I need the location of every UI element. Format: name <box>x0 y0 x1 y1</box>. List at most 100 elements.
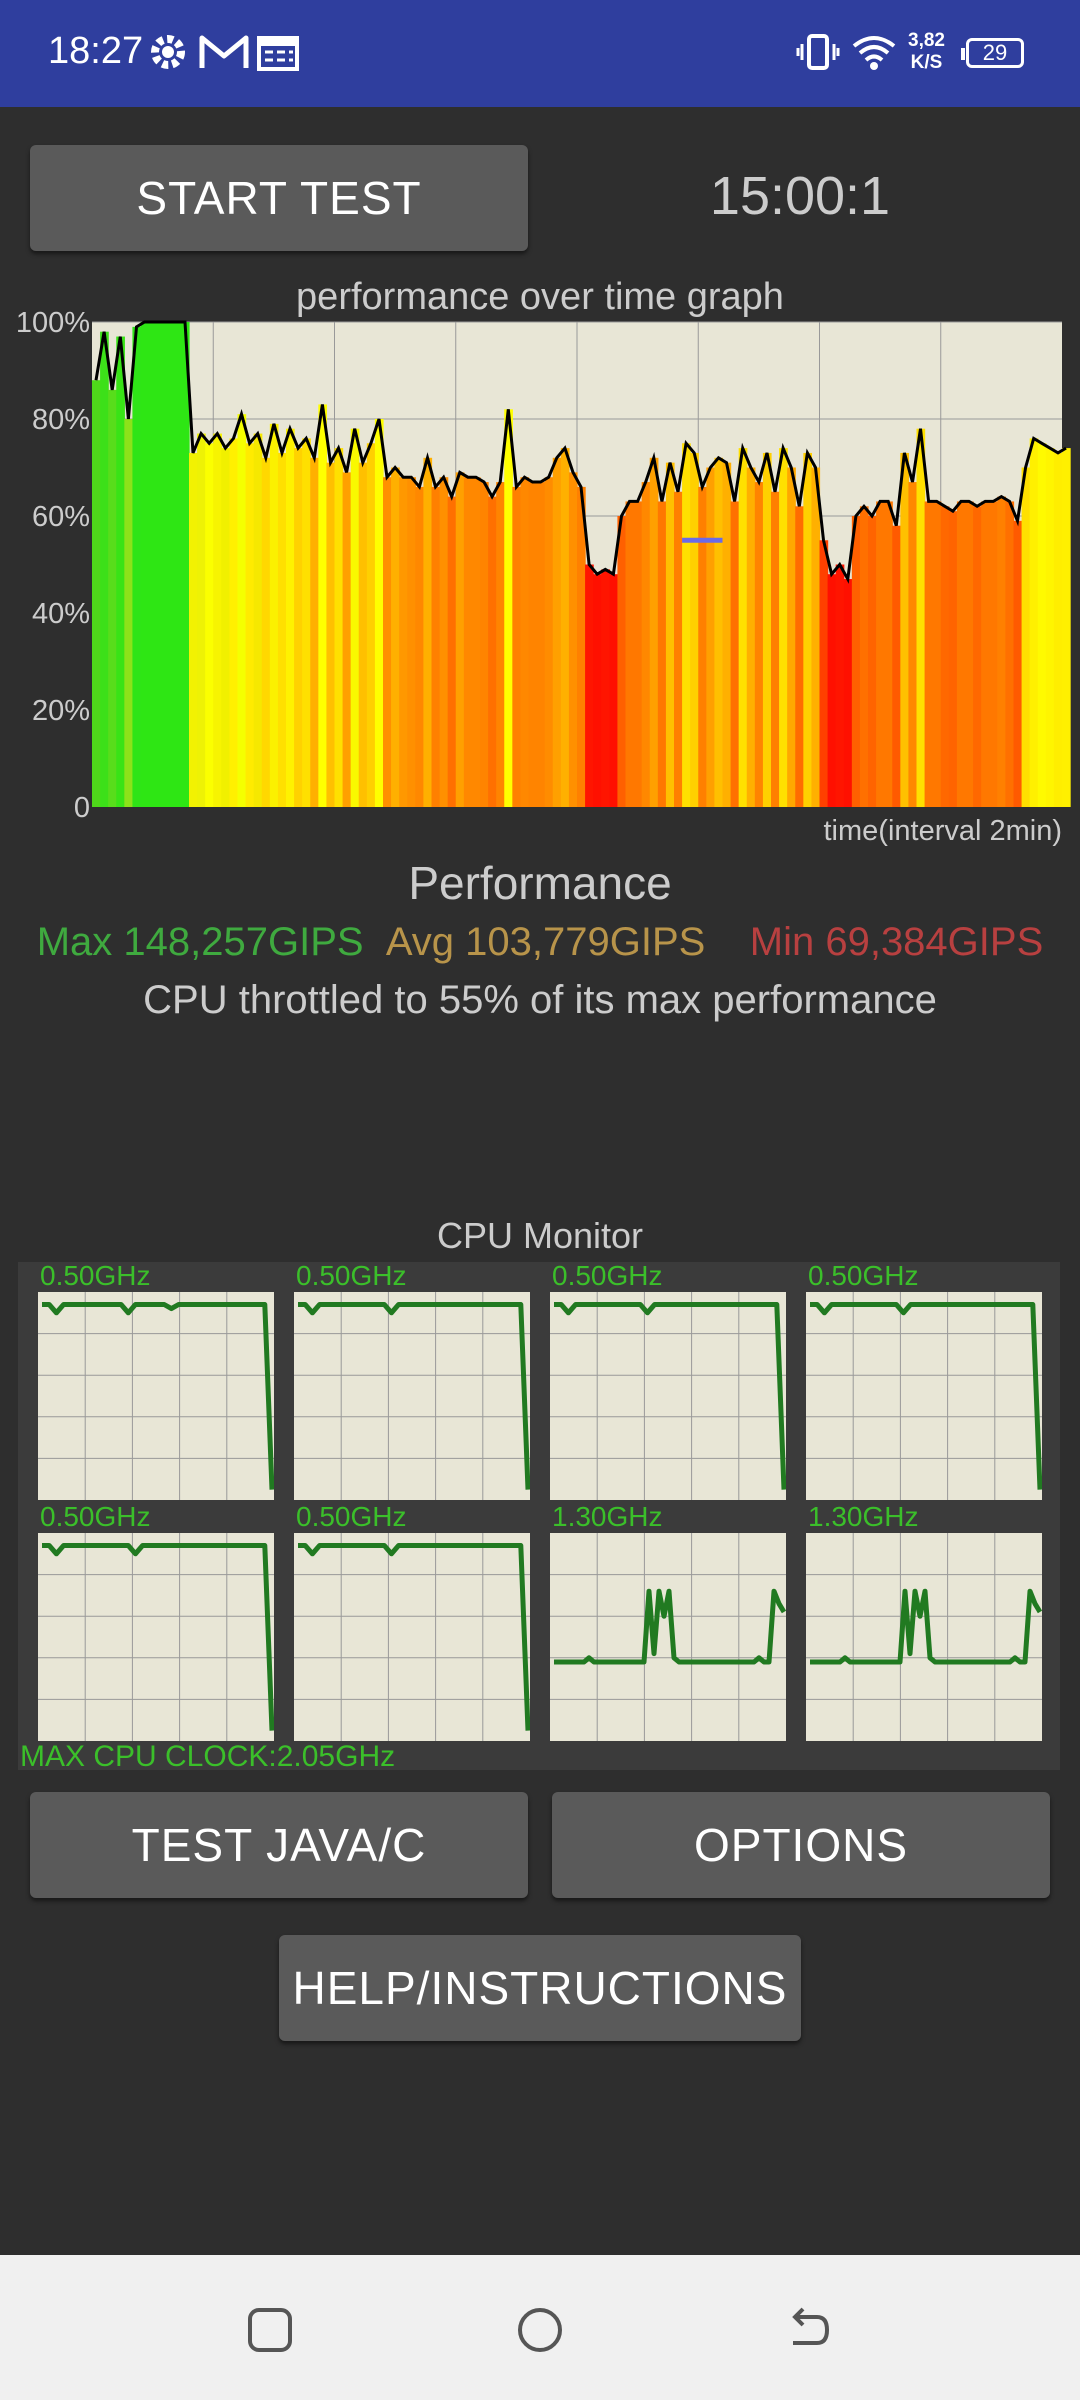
core-graph <box>38 1292 274 1500</box>
core-frequency-line <box>810 1302 1042 1490</box>
performance-bar <box>908 482 918 807</box>
network-speed-unit: K/S <box>910 52 943 73</box>
performance-bar <box>213 433 222 807</box>
performance-bar <box>690 452 699 807</box>
performance-bar <box>463 477 473 807</box>
core-frequency-label: 0.50GHz <box>552 1260 663 1291</box>
performance-bar <box>892 525 901 807</box>
help-instructions-button[interactable]: HELP/INSTRUCTIONS <box>279 1935 801 2041</box>
performance-bar <box>496 482 505 807</box>
home-icon[interactable] <box>515 2305 565 2355</box>
back-icon[interactable] <box>783 2305 833 2355</box>
performance-bar <box>762 452 772 807</box>
performance-bar <box>431 486 441 807</box>
performance-bar <box>884 501 893 807</box>
performance-bar <box>609 574 619 807</box>
performance-bar <box>237 414 247 807</box>
performance-bar <box>876 501 885 807</box>
performance-bar <box>1013 520 1023 807</box>
core-frequency-line <box>810 1588 1042 1665</box>
core-frequency-line <box>298 1543 530 1731</box>
performance-bar <box>746 467 756 807</box>
performance-bar <box>471 477 481 807</box>
vibrate-icon <box>796 34 840 70</box>
wifi-icon <box>852 36 896 70</box>
performance-bar <box>358 462 368 807</box>
performance-bar <box>843 579 853 807</box>
performance-bar <box>981 501 990 807</box>
test-java-c-button[interactable]: TEST JAVA/C <box>30 1792 528 1898</box>
start-test-button[interactable]: START TEST <box>30 145 528 251</box>
core-frequency-line <box>42 1543 274 1731</box>
performance-bar <box>407 477 416 807</box>
performance-heading: Performance <box>408 857 672 909</box>
performance-bar <box>779 448 788 807</box>
performance-bar <box>698 486 707 807</box>
performance-bar <box>229 438 239 807</box>
performance-bar <box>924 501 934 807</box>
performance-bar <box>197 433 206 807</box>
status-bar: 18:27 3,82 K/S 29 <box>0 0 1080 107</box>
performance-bar <box>205 443 214 807</box>
performance-bar <box>1062 448 1071 807</box>
performance-bar <box>803 452 813 807</box>
performance-bar <box>633 501 643 807</box>
core-graph-background <box>38 1292 274 1500</box>
performance-bar <box>835 564 845 807</box>
performance-bar <box>277 452 287 807</box>
performance-bar <box>722 462 732 807</box>
navigation-bar <box>0 2255 1080 2400</box>
core-frequency-label: 0.50GHz <box>40 1501 151 1532</box>
performance-bar <box>771 491 780 807</box>
performance-bar <box>1045 448 1055 807</box>
core-frequency-line <box>554 1588 786 1665</box>
performance-bar <box>706 467 716 807</box>
performance-bar <box>269 423 279 807</box>
performance-bar <box>1037 443 1047 807</box>
performance-bar <box>795 506 804 807</box>
core-graph <box>550 1533 786 1741</box>
performance-bar <box>1005 501 1015 807</box>
performance-bar <box>294 448 303 807</box>
core-graph-background <box>806 1292 1042 1500</box>
options-button[interactable]: OPTIONS <box>552 1792 1050 1898</box>
core-frequency-label: 0.50GHz <box>296 1260 407 1291</box>
performance-bar <box>302 438 311 807</box>
performance-bar <box>657 501 667 807</box>
min-gips: Min 69,384GIPS <box>749 920 1044 964</box>
performance-bar <box>1029 438 1039 807</box>
cpu-monitor-title: CPU Monitor <box>436 1215 644 1256</box>
core-graph <box>806 1292 1042 1500</box>
performance-bar <box>391 467 400 807</box>
performance-bar <box>326 462 336 807</box>
core-graph-background <box>294 1292 530 1500</box>
performance-bar <box>180 322 190 807</box>
performance-bar <box>601 569 610 807</box>
performance-bar <box>447 496 457 807</box>
recent-apps-icon[interactable] <box>245 2305 295 2355</box>
performance-bar <box>617 516 627 807</box>
chart-title: performance over time graph <box>296 276 784 318</box>
performance-bar <box>973 506 982 807</box>
performance-bar <box>730 501 740 807</box>
performance-bar <box>593 574 602 807</box>
performance-bar <box>108 389 117 807</box>
performance-bar <box>682 443 691 807</box>
performance-bar <box>116 336 125 807</box>
performance-bar <box>455 472 465 807</box>
performance-bar <box>665 462 675 807</box>
calendar-icon <box>257 36 299 71</box>
performance-bar <box>221 448 231 807</box>
timer: 15:00:1 <box>709 166 891 226</box>
performance-bar <box>940 506 950 807</box>
performance-bar <box>997 496 1007 807</box>
performance-bar <box>286 428 295 807</box>
performance-bar <box>245 443 255 807</box>
performance-bar <box>342 472 352 807</box>
performance-bar <box>916 428 926 807</box>
performance-bar <box>261 457 271 807</box>
clock: 18:27 <box>48 30 144 72</box>
core-graph-background <box>38 1533 274 1741</box>
performance-bar <box>560 448 570 807</box>
performance-bar <box>1021 467 1031 807</box>
